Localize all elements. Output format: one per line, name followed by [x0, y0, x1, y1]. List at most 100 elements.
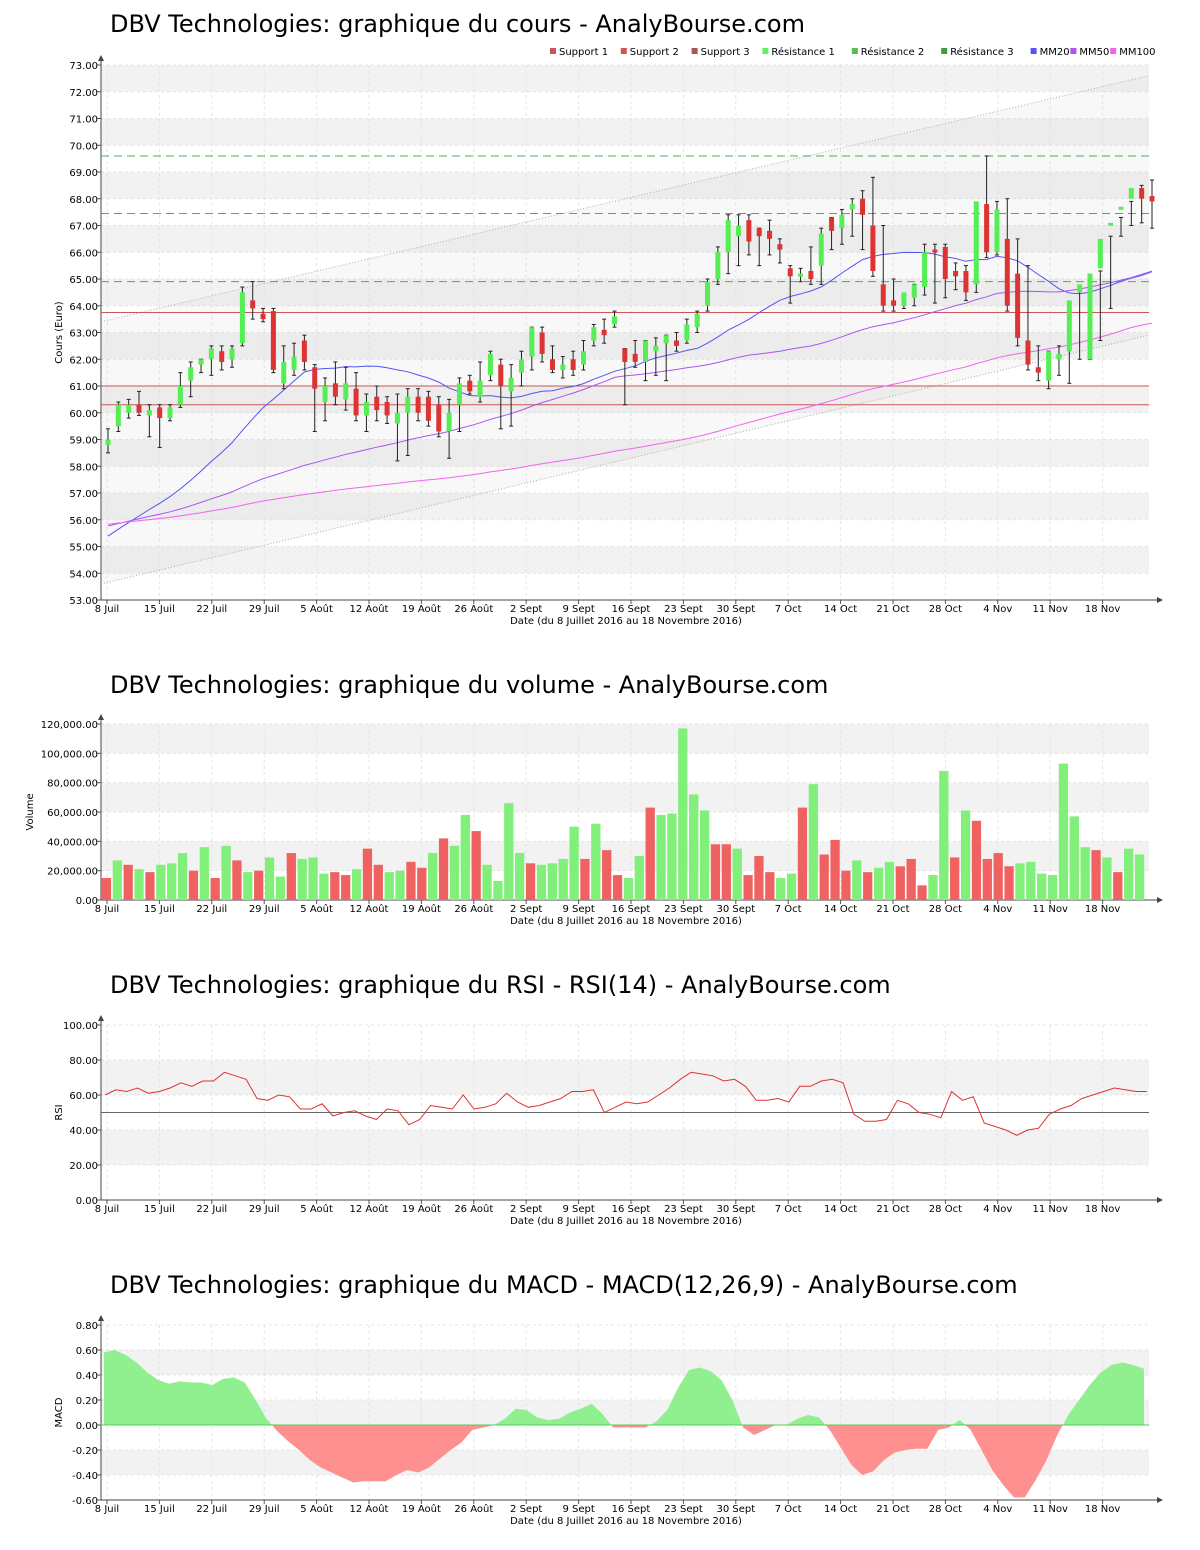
candle-body [219, 351, 225, 362]
candle-body [798, 273, 804, 277]
rsi-panel: DBV Technologies: graphique du RSI - RSI… [54, 971, 1163, 1227]
volume-bar [395, 870, 405, 900]
volume-panel: DBV Technologies: graphique du volume - … [25, 671, 1163, 927]
candle-body [1149, 196, 1155, 202]
macd-x-tick-label: 11 Nov [1032, 1504, 1068, 1515]
legend-swatch [1070, 48, 1077, 54]
price-y-tick-label: 64.00 [69, 302, 98, 313]
volume-bar [167, 863, 177, 900]
macd-x-tick-label: 19 Août [402, 1503, 441, 1515]
macd-x-tick-label: 12 Août [350, 1503, 389, 1515]
macd-y-tick-label: 0.00 [76, 1421, 98, 1432]
price-y-axis-label: Cours (Euro) [54, 301, 65, 364]
volume-band [101, 782, 1149, 812]
volume-bar [525, 863, 536, 900]
price-band [101, 546, 1149, 574]
macd-x-tick-label: 18 Nov [1085, 1504, 1121, 1515]
rsi-x-tick-label: 7 Oct [775, 1204, 802, 1215]
candle-body [911, 284, 917, 298]
volume-bar [264, 857, 275, 900]
volume-bar [341, 875, 351, 900]
candle-body [281, 361, 287, 384]
rsi-chart-title: DBV Technologies: graphique du RSI - RSI… [110, 971, 891, 999]
macd-y-tick-label: 0.20 [76, 1396, 98, 1407]
candle-body [891, 300, 897, 306]
volume-chart-title: DBV Technologies: graphique du volume - … [110, 671, 829, 699]
macd-x-axis-arrow [1157, 1497, 1163, 1503]
candle-body [105, 439, 111, 445]
volume-bar [101, 878, 112, 900]
candle-body [984, 204, 990, 253]
price-y-tick-label: 65.00 [69, 275, 98, 286]
volume-x-tick-label: 16 Sept [612, 904, 651, 915]
candle-body [922, 252, 928, 288]
volume-y-tick-label: 100,000.00 [41, 749, 98, 760]
candle-body [715, 252, 721, 279]
candle-body [157, 407, 163, 419]
candle-body [177, 386, 183, 405]
rsi-x-tick-label: 5 Août [300, 1203, 333, 1215]
candle-body [1077, 284, 1083, 293]
candle-body [725, 220, 731, 253]
volume-bar [634, 856, 644, 900]
candle-body [808, 270, 814, 279]
price-x-tick-label: 21 Oct [876, 604, 909, 615]
rsi-x-tick-label: 16 Sept [612, 1204, 651, 1215]
price-y-tick-label: 70.00 [69, 141, 98, 152]
macd-x-tick-label: 21 Oct [876, 1504, 909, 1515]
rsi-x-tick-label: 15 Juil [144, 1204, 175, 1215]
volume-bar [917, 885, 927, 900]
volume-bar [177, 853, 188, 900]
rsi-x-tick-label: 23 Sept [664, 1204, 703, 1215]
volume-bar [895, 866, 905, 900]
macd-x-tick-label: 5 Août [300, 1503, 333, 1515]
price-chart-title: DBV Technologies: graphique du cours - A… [110, 10, 805, 38]
candle-body [622, 348, 628, 362]
legend-entry: Support 2 [630, 47, 679, 58]
legend-swatch [1110, 48, 1117, 54]
price-y-tick-label: 57.00 [69, 489, 98, 500]
candle-body [518, 359, 524, 373]
candle-body [146, 410, 152, 416]
volume-bar [275, 876, 286, 900]
mm50-line [107, 270, 1153, 527]
price-y-tick-label: 60.00 [69, 409, 98, 420]
candle-body [663, 335, 669, 344]
candle-body [260, 313, 266, 320]
trend-channel-area [101, 75, 1149, 584]
volume-x-tick-label: 28 Oct [929, 904, 962, 915]
rsi-band [101, 1060, 1149, 1095]
volume-bar [863, 872, 873, 900]
volume-bar [743, 875, 753, 900]
rsi-y-tick-label: 60.00 [69, 1091, 98, 1102]
rsi-y-tick-label: 0.00 [76, 1196, 98, 1207]
volume-x-tick-label: 2 Sept [510, 904, 542, 915]
candle-body [343, 383, 349, 400]
candle-body [1118, 206, 1124, 210]
price-panel: DBV Technologies: graphique du cours - A… [0, 0, 1200, 640]
candle-body [953, 270, 959, 277]
candle-body [818, 233, 824, 266]
volume-y-tick-label: 60,000.00 [47, 808, 98, 819]
candle-body [446, 412, 452, 432]
volume-y-tick-label: 120,000.00 [41, 720, 98, 731]
candle-body [849, 204, 855, 210]
rsi-line [104, 1071, 1147, 1136]
volume-bar [297, 858, 307, 900]
price-y-tick-label: 66.00 [69, 248, 98, 259]
rsi-x-tick-label: 28 Oct [929, 1204, 962, 1215]
volume-bar [493, 880, 503, 900]
volume-bar [928, 875, 938, 900]
candle-body [529, 327, 535, 357]
volume-x-axis-arrow [1157, 897, 1163, 903]
candle-body [1015, 273, 1021, 338]
volume-x-tick-label: 30 Sept [716, 904, 755, 915]
macd-x-tick-label: 29 Juil [249, 1504, 280, 1515]
macd-y-axis-arrow [98, 1315, 104, 1321]
candle-body [1046, 351, 1052, 381]
rsi-y-tick-label: 20.00 [69, 1161, 98, 1172]
volume-bar [438, 838, 449, 900]
price-y-tick-label: 59.00 [69, 436, 98, 447]
candle-body [829, 217, 835, 231]
volume-x-tick-label: 5 Août [300, 903, 333, 915]
